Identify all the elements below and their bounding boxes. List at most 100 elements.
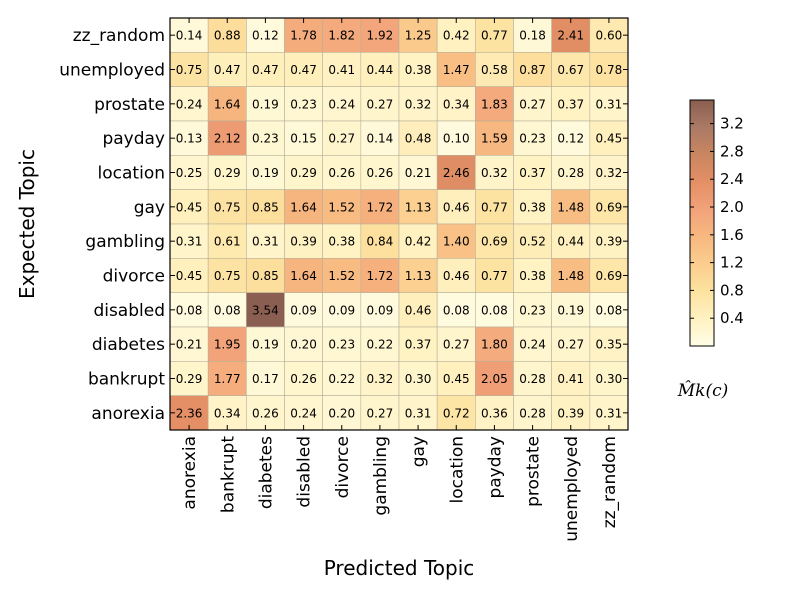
cell-value-label: 0.69 — [596, 200, 623, 214]
cell-value-label: 1.25 — [405, 29, 432, 43]
cell-value-label: 0.22 — [328, 372, 355, 386]
x-tick-label: diabetes — [256, 436, 276, 509]
cell-value-label: 0.84 — [367, 235, 394, 249]
cell-value-label: 0.21 — [405, 166, 432, 180]
cell-value-label: 0.08 — [596, 303, 623, 317]
cell-value-label: 0.28 — [519, 372, 546, 386]
cell-value-label: 0.27 — [328, 132, 355, 146]
x-tick-labels: anorexia bankrupt diabetes disabled divorce g… — [180, 436, 620, 542]
cell-value-label: 0.18 — [519, 29, 546, 43]
heatmap-cell — [513, 17, 552, 53]
cell-value-label: 0.19 — [557, 303, 584, 317]
cell-value-label: 0.46 — [443, 269, 470, 283]
cell-value-label: 0.42 — [443, 29, 470, 43]
heatmap-cell — [322, 223, 362, 259]
heatmap-cell — [513, 120, 552, 156]
heatmap-cell — [207, 361, 247, 396]
heatmap-cell — [436, 17, 476, 53]
cell-value-label: 0.41 — [557, 372, 584, 386]
cell-value-label: 0.31 — [405, 406, 432, 420]
cell-value-label: 0.46 — [405, 303, 432, 317]
cell-value-label: 0.24 — [176, 97, 203, 111]
cell-value-label: 1.83 — [481, 97, 508, 111]
heatmap-cell — [398, 395, 438, 431]
cell-value-label: 0.24 — [290, 406, 317, 420]
cell-value-label: 1.82 — [328, 29, 355, 43]
y-tick-label: disabled — [93, 301, 165, 321]
heatmap-cell — [436, 155, 476, 190]
heatmap-cell — [246, 292, 285, 328]
cell-value-label: 0.12 — [557, 132, 584, 146]
x-tick-label: disabled — [295, 436, 315, 508]
cell-value-label: 0.25 — [176, 166, 203, 180]
heatmap-cell — [475, 120, 514, 156]
heatmap-cell — [169, 258, 209, 293]
heatmap-cell — [169, 155, 209, 190]
heatmap-cell — [322, 155, 362, 190]
y-tick-label: anorexia — [91, 404, 165, 424]
cell-value-label: 0.47 — [252, 63, 279, 77]
y-tick-label: diabetes — [92, 335, 165, 355]
cell-value-label: 0.19 — [252, 338, 279, 352]
heatmap-cell — [322, 86, 362, 122]
heatmap-cell — [513, 189, 552, 225]
heatmap-cell — [360, 292, 400, 328]
heatmap-cell — [398, 155, 438, 190]
colorbar-tick-label: 2.4 — [720, 170, 744, 188]
y-tick-label: zz_random — [73, 26, 165, 46]
colorbar-tick-label: 2.0 — [720, 198, 744, 216]
cell-value-label: 0.48 — [405, 132, 432, 146]
cell-value-label: 0.23 — [328, 338, 355, 352]
heatmap-cell — [551, 155, 591, 190]
heatmap-cell — [475, 52, 514, 87]
cell-value-label: 0.24 — [519, 338, 546, 352]
heatmap-cell — [169, 17, 209, 53]
colorbar-tick-label: 1.2 — [720, 254, 744, 272]
heatmap-cell — [436, 361, 476, 396]
cell-value-label: 0.21 — [176, 338, 203, 352]
cell-value-label: 0.45 — [443, 372, 470, 386]
heatmap-cell — [551, 223, 591, 259]
cell-value-label: 0.45 — [596, 132, 623, 146]
x-tick-label: gay — [409, 436, 429, 467]
cell-value-label: 1.92 — [367, 29, 394, 43]
cell-value-label: 0.31 — [252, 235, 279, 249]
cell-value-label: 0.41 — [328, 63, 355, 77]
cell-value-label: 0.69 — [481, 235, 508, 249]
heatmap-cell — [513, 223, 552, 259]
colorbar-tick-label: 1.6 — [720, 226, 744, 244]
heatmap-cell — [551, 395, 591, 431]
cell-value-label: 0.58 — [481, 63, 508, 77]
heatmap-cell — [284, 258, 323, 293]
heatmap-cell — [246, 223, 285, 259]
cell-value-label: 0.29 — [214, 166, 241, 180]
cell-value-label: 0.26 — [290, 372, 317, 386]
heatmap-cell — [322, 326, 362, 362]
cell-value-label: 0.32 — [367, 372, 394, 386]
y-axis-title: Expected Topic — [15, 149, 39, 299]
heatmap-cell — [551, 52, 591, 87]
heatmap-cell — [551, 258, 591, 293]
heatmap-cell — [207, 395, 247, 431]
cell-value-label: 0.45 — [176, 200, 203, 214]
heatmap-cell — [207, 52, 247, 87]
heatmap-cell — [398, 189, 438, 225]
heatmap-cell — [513, 395, 552, 431]
cell-value-label: 0.34 — [214, 406, 241, 420]
heatmap-cell — [589, 361, 629, 396]
cell-value-label: 0.08 — [443, 303, 470, 317]
heatmap-cell — [207, 17, 247, 53]
colorbar-ticks: 0.4 0.8 1.2 1.6 2.0 2.4 2.8 3.2 — [690, 115, 744, 327]
cell-value-label: 0.27 — [519, 97, 546, 111]
cell-value-label: 1.48 — [557, 269, 584, 283]
cell-value-label: 1.13 — [405, 269, 432, 283]
y-tick-label: payday — [102, 129, 165, 149]
heatmap-cell — [360, 361, 400, 396]
heatmap-cell — [589, 223, 629, 259]
cell-value-label: 0.27 — [557, 338, 584, 352]
heatmap-cell — [360, 223, 400, 259]
plot-frame — [169, 17, 629, 431]
cell-value-label: 0.22 — [367, 338, 394, 352]
cell-value-label: 0.77 — [481, 200, 508, 214]
